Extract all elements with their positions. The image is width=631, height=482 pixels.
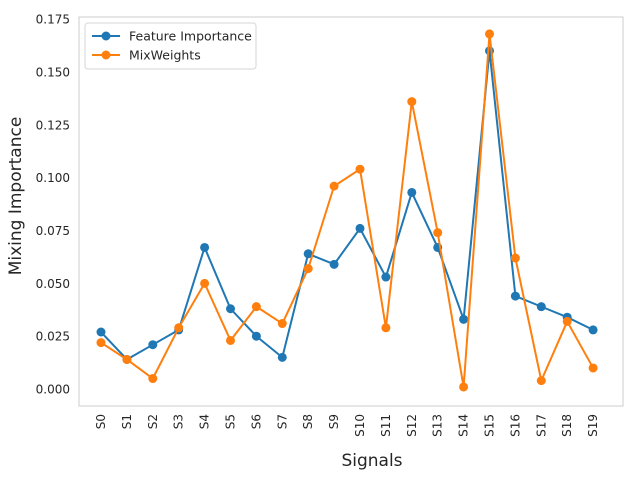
data-point-feature-importance — [536, 302, 546, 312]
data-point-feature-importance — [96, 327, 106, 337]
data-point-mixweights — [536, 376, 546, 386]
data-point-mixweights — [277, 319, 287, 329]
legend-label-feature-importance: Feature Importance — [129, 29, 252, 44]
x-tick-label: S8 — [301, 414, 315, 429]
data-point-mixweights — [562, 316, 572, 326]
legend-marker-feature-importance — [101, 31, 111, 41]
data-point-feature-importance — [381, 272, 391, 282]
data-point-mixweights — [251, 302, 261, 312]
y-axis-ticks: 0.000 0.025 0.050 0.075 0.100 0.125 0.150 0.175 — [36, 13, 70, 397]
data-point-mixweights — [407, 97, 417, 107]
x-axis-ticks: S0 S1 S2 S3 S4 S5 S6 S7 S8 S9 S10 S11 S12 S13 S14 S15 S1… — [94, 414, 600, 437]
x-tick-label: S0 — [94, 414, 108, 429]
data-point-feature-importance — [200, 242, 210, 252]
x-tick-label: S11 — [379, 414, 393, 437]
data-point-feature-importance — [277, 352, 287, 362]
y-tick-label: 0.050 — [36, 277, 70, 291]
x-tick-label: S5 — [224, 414, 238, 429]
plot-frame — [78, 16, 624, 407]
series-line-mixweights — [100, 32, 594, 388]
x-tick-label: S2 — [146, 414, 160, 429]
legend-label-mixweights: MixWeights — [129, 48, 201, 63]
data-point-feature-importance — [459, 314, 469, 324]
data-point-feature-importance — [226, 304, 235, 314]
y-tick-label: 0.100 — [36, 171, 70, 185]
series-layer — [96, 29, 598, 392]
x-tick-label: S4 — [198, 414, 212, 429]
y-tick-label: 0.075 — [36, 224, 70, 238]
series-line-feature-importance — [100, 49, 594, 361]
x-tick-label: S12 — [405, 414, 419, 437]
data-point-mixweights — [174, 323, 184, 333]
data-point-mixweights — [355, 164, 365, 174]
data-point-feature-importance — [355, 223, 365, 233]
x-tick-label: S7 — [275, 414, 289, 429]
data-point-mixweights — [381, 323, 391, 333]
data-point-feature-importance — [303, 249, 313, 259]
data-point-mixweights — [459, 382, 469, 392]
data-point-feature-importance — [407, 187, 417, 197]
x-axis-title: Signals — [341, 451, 402, 471]
data-point-feature-importance — [148, 340, 158, 350]
data-point-feature-importance — [510, 291, 520, 301]
x-tick-label: S3 — [172, 414, 186, 429]
x-tick-label: S15 — [483, 414, 497, 437]
data-point-mixweights — [200, 278, 210, 288]
x-tick-label: S10 — [353, 414, 367, 437]
y-tick-label: 0.150 — [36, 65, 70, 79]
x-tick-label: S19 — [586, 414, 600, 437]
y-axis-title: Mixing Importance — [6, 117, 26, 276]
x-tick-label: S13 — [431, 414, 445, 437]
y-tick-label: 0.000 — [36, 383, 70, 397]
y-tick-label: 0.175 — [36, 13, 70, 27]
data-point-mixweights — [226, 335, 235, 345]
x-tick-label: S17 — [534, 414, 548, 437]
data-point-mixweights — [96, 338, 106, 348]
y-tick-label: 0.025 — [36, 330, 70, 344]
data-point-mixweights — [588, 363, 598, 373]
x-tick-label: S14 — [457, 414, 471, 437]
data-point-mixweights — [303, 264, 313, 274]
data-point-mixweights — [122, 354, 132, 364]
data-point-mixweights — [148, 374, 158, 384]
x-tick-label: S1 — [120, 414, 134, 429]
x-tick-label: S6 — [249, 414, 263, 429]
x-tick-label: S9 — [327, 414, 341, 429]
legend: Feature Importance MixWeights — [84, 22, 257, 70]
legend-box — [84, 22, 257, 70]
data-point-mixweights — [433, 228, 443, 238]
y-tick-label: 0.125 — [36, 118, 70, 132]
data-point-feature-importance — [251, 331, 261, 341]
data-point-mixweights — [510, 253, 520, 263]
data-point-mixweights — [329, 181, 339, 191]
data-point-mixweights — [485, 29, 494, 39]
legend-marker-mixweights — [101, 50, 111, 60]
data-point-feature-importance — [588, 325, 598, 335]
x-tick-label: S18 — [560, 414, 574, 437]
x-tick-label: S16 — [508, 414, 522, 437]
data-point-feature-importance — [329, 259, 339, 269]
